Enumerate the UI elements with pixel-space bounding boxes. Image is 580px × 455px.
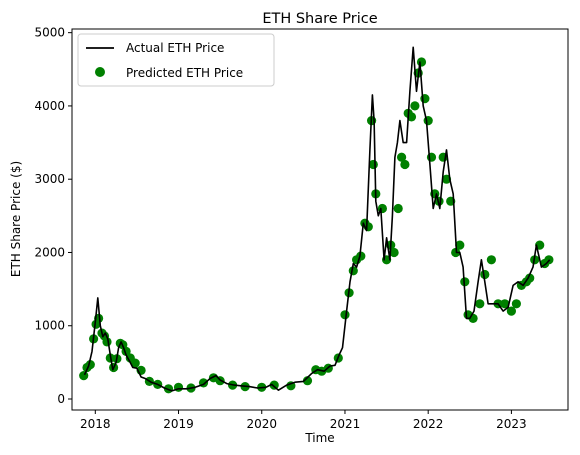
x-tick-label: 2020: [246, 417, 277, 431]
predicted-point: [416, 57, 427, 67]
legend-label-predicted: Predicted ETH Price: [126, 66, 243, 80]
legend: Actual ETH Price Predicted ETH Price: [77, 33, 275, 87]
x-axis-label: Time: [304, 431, 334, 445]
plot-area: 2018 2019 2020 2021 2022 2023 0 1000 2000 3000 40…: [34, 26, 569, 431]
plot-frame: [71, 28, 569, 411]
x-tick-label: 2019: [163, 417, 194, 431]
actual-price-line: [83, 46, 551, 392]
predicted-point: [480, 269, 490, 280]
predicted-point: [486, 255, 496, 265]
y-axis-ticks: 0 1000 2000 3000 4000 5000: [34, 26, 72, 406]
x-tick-label: 2022: [413, 417, 444, 431]
y-tick-label: 1000: [34, 319, 65, 333]
predicted-point: [340, 310, 350, 320]
x-axis-ticks: 2018 2019 2020 2021 2022 2023: [80, 410, 527, 431]
predicted-point: [475, 299, 485, 309]
predicted-point: [269, 380, 279, 390]
predicted-point: [389, 247, 399, 258]
predicted-point: [455, 240, 465, 250]
y-tick-label: 4000: [34, 99, 65, 113]
y-axis-label: ETH Share Price ($): [9, 161, 23, 277]
y-tick-label: 2000: [34, 245, 65, 259]
predicted-point: [400, 159, 410, 170]
x-tick-label: 2021: [330, 417, 361, 431]
predicted-point: [79, 371, 89, 381]
y-tick-label: 5000: [34, 26, 65, 40]
data-layer: [79, 46, 554, 394]
y-tick-label: 3000: [34, 172, 65, 186]
legend-marker-swatch: [95, 67, 105, 77]
predicted-point: [393, 203, 403, 214]
chart-title: ETH Share Price: [262, 11, 377, 27]
y-tick-label: 0: [57, 392, 65, 406]
legend-box: [77, 33, 275, 87]
predicted-point: [130, 358, 140, 368]
predicted-point: [506, 306, 516, 316]
x-tick-label: 2018: [80, 417, 111, 431]
predicted-point: [410, 101, 420, 111]
predicted-point: [302, 376, 313, 386]
predicted-point: [511, 299, 521, 309]
predicted-point: [500, 299, 510, 309]
predicted-point: [397, 152, 407, 162]
predicted-point: [426, 152, 437, 162]
legend-label-actual: Actual ETH Price: [126, 41, 224, 55]
x-tick-label: 2023: [496, 417, 527, 431]
